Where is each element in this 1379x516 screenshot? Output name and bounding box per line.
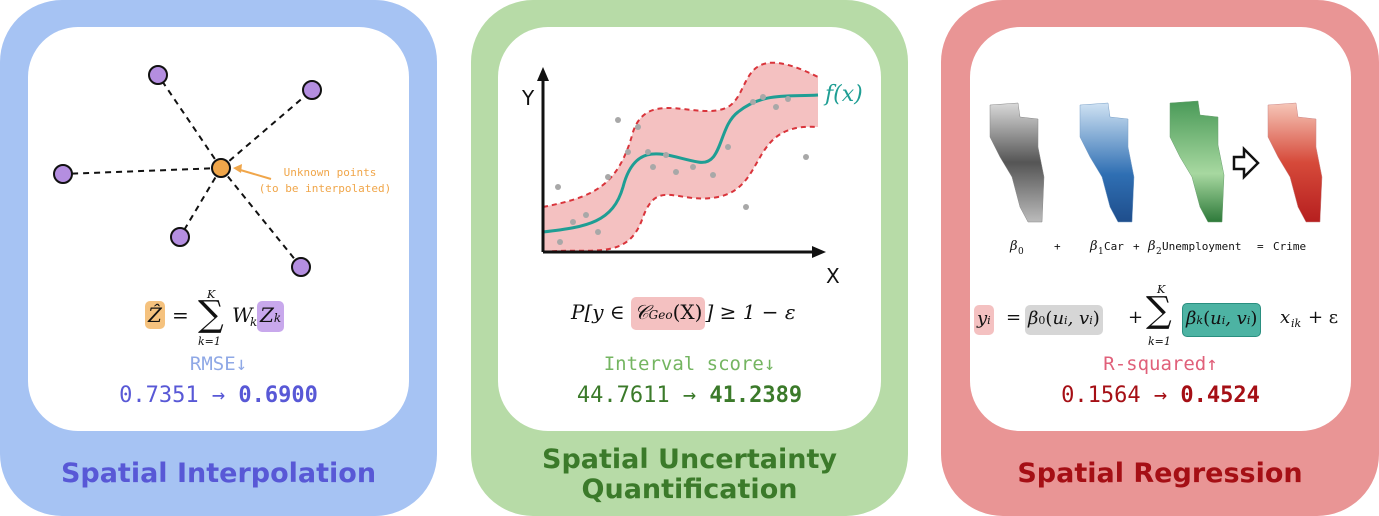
panel-title: Spatial Interpolation — [60, 458, 377, 489]
metric-values: 0.7351 → 0.6900 — [119, 383, 318, 408]
panel-uncertainty-quantification: Y X f(x) P[y ∈ 𝒞Geo(X)] ≥ 1 − ε Interval… — [471, 0, 908, 516]
svg-text:β: β — [1089, 239, 1098, 254]
svg-text:2: 2 — [1156, 247, 1162, 257]
axis-y-label: Y — [521, 86, 535, 110]
metric-name: Interval score↓ — [603, 353, 776, 375]
known-point — [53, 164, 73, 184]
implies-arrow-icon — [1232, 145, 1260, 181]
curve-label: f(x) — [823, 82, 863, 107]
svg-text:β: β — [1147, 239, 1156, 254]
svg-text:+: + — [1054, 240, 1061, 253]
panel-title-line2: Quantification — [581, 474, 798, 505]
svg-text:β: β — [1009, 239, 1018, 254]
metric-name: RMSE↓ — [189, 353, 248, 375]
metric-values: 44.7611 → 41.2389 — [576, 383, 803, 408]
gwr-formula: yi = β0(ui, vi) + K ∑ k=1 βk(ui, vi) x i… — [974, 279, 1350, 357]
svg-text:=: = — [1257, 240, 1264, 253]
map-crime — [1267, 102, 1323, 223]
known-point — [291, 257, 311, 277]
known-point — [148, 65, 168, 85]
regression-maps: β 0 + β 1 Car + β 2 Unemployment = Crime — [989, 100, 1323, 257]
known-point — [170, 227, 190, 247]
svg-text:Unemployment: Unemployment — [1162, 240, 1241, 253]
map-beta2 — [1169, 100, 1225, 223]
known-point — [302, 80, 322, 100]
panel-spatial-regression: β 0 + β 1 Car + β 2 Unemployment = Crime… — [941, 0, 1379, 516]
metric-name: R-squared↑ — [1103, 353, 1218, 375]
unknown-point — [211, 158, 231, 178]
svg-text:+: + — [1133, 240, 1140, 253]
fx-curve — [542, 93, 819, 234]
annotation-line2: (to be interpolated) — [259, 182, 391, 195]
response-y: yi — [974, 305, 994, 335]
panel-spatial-interpolation: Unknown points (to be interpolated) Ẑ = … — [0, 0, 437, 516]
beta0-term: β0(ui, vi) — [1025, 305, 1103, 335]
svg-text:Crime: Crime — [1273, 240, 1306, 253]
annotation-line1: Unknown points — [284, 166, 377, 179]
interpolation-formula: Ẑ = K ∑ k=1 W k Zk — [145, 288, 305, 351]
uncertainty-card: Y X f(x) P[y ∈ 𝒞Geo(X)] ≥ 1 − ε Interval… — [498, 27, 881, 431]
metric-values: 0.1564 → 0.4524 — [1061, 383, 1260, 408]
upper-bound — [542, 61, 819, 208]
interpolation-card: Unknown points (to be interpolated) Ẑ = … — [28, 27, 409, 431]
map-beta1 — [1079, 102, 1135, 223]
svg-text:1: 1 — [1098, 247, 1104, 257]
map-beta0 — [989, 102, 1045, 223]
regression-card: β 0 + β 1 Car + β 2 Unemployment = Crime… — [970, 27, 1351, 431]
svg-text:Car: Car — [1104, 240, 1124, 253]
z-hat: Ẑ — [145, 301, 165, 329]
sum-symbol: ∑ — [198, 294, 224, 335]
z-k: Zk — [257, 301, 285, 332]
interpolation-diagram: Unknown points (to be interpolated) — [53, 65, 391, 277]
conformal-formula: P[y ∈ 𝒞Geo(X)] ≥ 1 − ε — [571, 297, 796, 330]
lower-bound — [542, 125, 819, 253]
svg-text:0: 0 — [1018, 247, 1024, 257]
betak-term: βk(ui, vi) — [1182, 303, 1262, 337]
axis-x-label: X — [826, 264, 840, 288]
panel-title-line1: Spatial Uncertainty — [542, 444, 837, 475]
uncertainty-chart: Y X f(x) — [521, 61, 863, 288]
panel-title: Spatial Regression — [1017, 458, 1303, 489]
